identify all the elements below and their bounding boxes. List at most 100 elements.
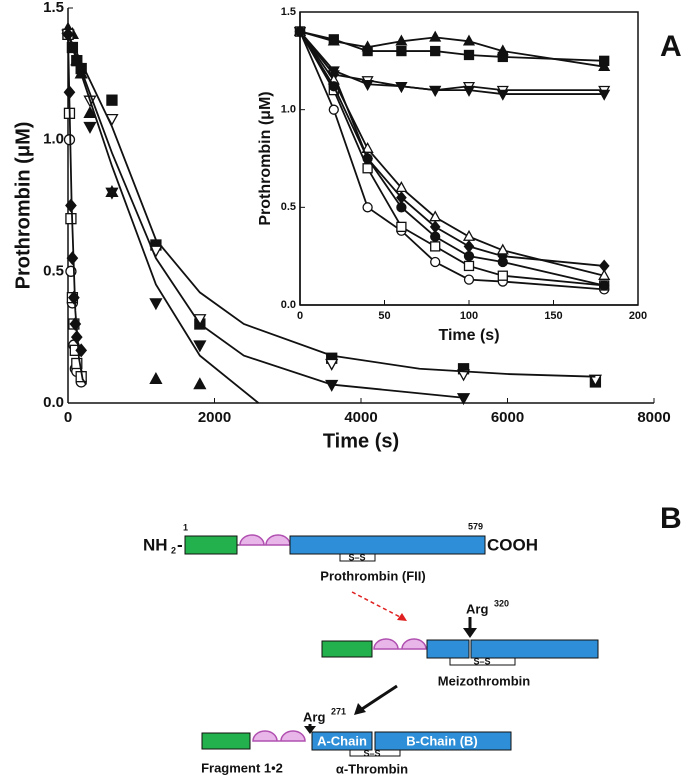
point [149, 371, 163, 384]
fit-line [299, 30, 605, 62]
x-tick-label: 4000 [344, 409, 377, 426]
arrow [361, 684, 398, 711]
point [599, 280, 610, 291]
point [588, 374, 602, 387]
fit-line [67, 34, 464, 399]
point [325, 358, 339, 371]
label: S–S [363, 748, 380, 758]
point [395, 181, 408, 193]
x-tick-label: 100 [460, 310, 478, 322]
point [429, 85, 442, 97]
kringle [252, 730, 306, 742]
panel-label: A [660, 30, 682, 63]
disulfide [349, 750, 401, 757]
label: Fragment 1•2 [201, 760, 283, 775]
arrow [351, 591, 403, 619]
protease-domain [470, 639, 599, 659]
point [69, 316, 82, 332]
point [327, 34, 340, 46]
fit-line [299, 31, 605, 287]
point [362, 163, 373, 174]
y-tick-label: 0.5 [43, 262, 64, 279]
point [396, 221, 407, 233]
x-tick-label: 0 [297, 310, 303, 322]
point [462, 85, 476, 97]
point [598, 89, 611, 101]
point [430, 45, 441, 57]
panel-label: B [660, 502, 682, 535]
point [361, 80, 374, 92]
fit-line [299, 30, 605, 95]
point [68, 290, 80, 305]
point [497, 256, 508, 268]
point [395, 81, 408, 93]
point [463, 251, 475, 262]
protease-domain [289, 535, 486, 555]
label: Arg [303, 709, 325, 724]
arrow-head [304, 726, 316, 734]
point [83, 105, 97, 118]
fragment-domain [201, 732, 251, 750]
kringle [373, 638, 427, 650]
label: A-Chain [317, 733, 367, 748]
label: 579 [468, 521, 483, 531]
fragment-domain [184, 535, 238, 555]
point [598, 59, 611, 71]
label: 320 [494, 598, 509, 608]
x-tick-label: 50 [378, 310, 390, 322]
point [362, 153, 373, 164]
arrow-head [397, 613, 407, 621]
point [430, 241, 441, 252]
fit-line [299, 31, 605, 277]
point [463, 274, 475, 285]
point [430, 231, 441, 242]
y-tick-label: 1.0 [281, 104, 296, 116]
fit-line [299, 31, 605, 291]
y-tick-label: 1.0 [43, 131, 64, 148]
label: NH [143, 535, 168, 554]
point [65, 213, 77, 225]
point [361, 40, 374, 52]
label: COOH [487, 535, 538, 554]
x-tick-label: 150 [544, 310, 562, 322]
point [462, 34, 476, 46]
point [463, 260, 475, 272]
a-chain [311, 731, 373, 751]
point [496, 89, 509, 101]
label: 271 [331, 706, 346, 716]
point [429, 210, 442, 222]
diagram: NH 2 - 1 579 COOH S–S Prothrombin (FII) … [143, 521, 599, 776]
point [456, 393, 471, 406]
point [193, 377, 207, 390]
point [66, 251, 79, 266]
point [328, 81, 339, 92]
arrow-head [463, 628, 477, 638]
y-tick-label: 0.0 [43, 394, 64, 411]
label: S–S [473, 656, 490, 666]
x-axis-label: Time (s) [438, 327, 499, 344]
point [497, 270, 508, 281]
point [328, 104, 339, 115]
disulfide [449, 658, 516, 666]
point [294, 26, 306, 37]
label: B-Chain (B) [406, 733, 478, 748]
point [429, 30, 442, 42]
y-axis-label: Prothrombin (μM) [257, 91, 274, 225]
point [361, 141, 374, 153]
kringle [239, 534, 291, 546]
point [71, 357, 83, 370]
point [362, 202, 373, 213]
fragment-domain [321, 640, 373, 658]
point [105, 184, 119, 197]
fit-line [67, 34, 88, 386]
point [463, 49, 475, 61]
x-tick-label: 8000 [637, 409, 670, 426]
label: 1 [183, 522, 188, 532]
point [193, 340, 207, 353]
y-tick-label: 0.0 [281, 299, 296, 311]
chart: 0 50 100 150 200 0.0 0.5 1.0 1.5 Time (s) Prothrom… [257, 6, 647, 344]
point [396, 202, 407, 213]
label: S–S [348, 552, 365, 562]
